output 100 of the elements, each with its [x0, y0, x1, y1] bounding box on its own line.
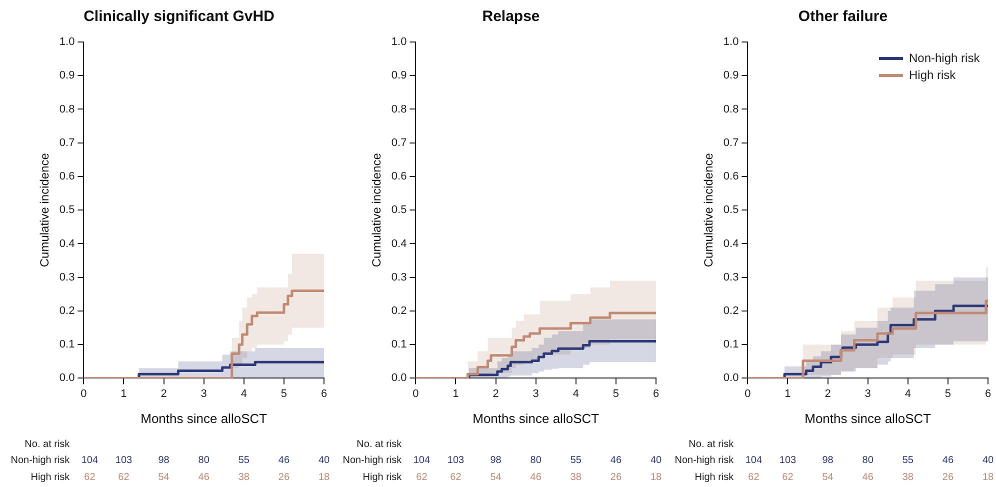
- y-tick-label: 0.7: [59, 136, 75, 149]
- text: 55: [238, 454, 250, 466]
- text: High risk: [694, 472, 735, 483]
- x-tick-label: 3: [532, 388, 539, 400]
- text: 18: [982, 472, 994, 483]
- y-tick-label: 0.6: [723, 170, 739, 183]
- text: 40: [318, 454, 330, 466]
- x-tick-label: 5: [944, 388, 952, 400]
- y-tick-label: 1.0: [59, 36, 75, 48]
- text: 103: [447, 454, 465, 466]
- text: 62: [748, 472, 760, 483]
- y-tick-label: 0.7: [723, 136, 739, 149]
- text: Non-high risk: [674, 454, 735, 466]
- y-tick-label: 0.1: [723, 338, 739, 351]
- x-axis-title: Months since alloSCT: [140, 410, 268, 426]
- text: 46: [278, 454, 290, 466]
- text: 98: [158, 454, 170, 466]
- y-tick-label: 0.9: [59, 70, 75, 82]
- chart-title: Clinically significant GvHD: [84, 8, 275, 26]
- y-axis-title: Cumulative incidence: [38, 152, 52, 268]
- x-tick-label: 2: [824, 388, 831, 400]
- text: 46: [198, 472, 210, 483]
- y-tick-label: 0.4: [723, 238, 739, 250]
- text: 40: [650, 454, 662, 466]
- x-tick-label: 0: [80, 388, 87, 400]
- legend-label: High risk: [909, 67, 956, 84]
- text: 62: [782, 472, 794, 483]
- text: 62: [416, 472, 428, 483]
- legend-label: Non-high risk: [909, 50, 980, 67]
- y-tick-label: 0.0: [723, 372, 739, 384]
- y-tick-label: 1.0: [391, 36, 407, 48]
- text: 103: [779, 454, 797, 466]
- x-tick-label: 4: [572, 388, 579, 400]
- y-tick-label: 0.9: [723, 70, 739, 82]
- x-axis-title: Months since alloSCT: [804, 410, 932, 426]
- y-tick-label: 0.0: [59, 372, 75, 384]
- y-tick-label: 0.5: [391, 204, 407, 216]
- text: 62: [118, 472, 130, 483]
- x-tick-label: 6: [320, 388, 328, 400]
- y-tick-label: 0.0: [391, 372, 407, 384]
- x-tick-label: 6: [652, 388, 660, 400]
- text: 98: [822, 454, 834, 466]
- x-tick-label: 4: [240, 388, 247, 400]
- x-axis-title: Months since alloSCT: [472, 410, 600, 426]
- text: No. at risk: [24, 438, 71, 450]
- text: 80: [198, 454, 210, 466]
- y-tick-label: 0.9: [391, 70, 407, 82]
- text: 38: [902, 472, 914, 483]
- text: 54: [822, 472, 834, 483]
- text: 26: [610, 472, 622, 483]
- x-tick-label: 1: [452, 388, 459, 400]
- text: High risk: [30, 472, 71, 483]
- text: 62: [450, 472, 462, 483]
- x-tick-label: 2: [160, 388, 167, 400]
- text: 46: [862, 472, 874, 483]
- y-tick-label: 0.3: [723, 271, 739, 284]
- y-tick-label: 0.4: [391, 238, 407, 250]
- text: 26: [942, 472, 954, 483]
- text: 46: [530, 472, 542, 483]
- y-tick-label: 0.2: [723, 304, 739, 317]
- y-tick-label: 0.1: [391, 338, 407, 351]
- text: No. at risk: [688, 438, 735, 450]
- x-tick-label: 0: [744, 388, 751, 400]
- y-tick-label: 0.7: [391, 136, 407, 149]
- y-axis-title: Cumulative incidence: [702, 152, 716, 268]
- text: 104: [745, 454, 762, 466]
- y-tick-label: 1.0: [723, 36, 739, 48]
- text: No. at risk: [356, 438, 403, 450]
- x-tick-label: 5: [612, 388, 620, 400]
- y-tick-label: 0.5: [723, 204, 739, 216]
- text: Non-high risk: [342, 454, 403, 466]
- x-tick-label: 5: [280, 388, 288, 400]
- x-tick-label: 0: [412, 388, 419, 400]
- text: 98: [490, 454, 502, 466]
- x-tick-label: 6: [984, 388, 992, 400]
- chart-title: Relapse: [482, 8, 540, 26]
- text: 62: [84, 472, 96, 483]
- x-tick-label: 3: [200, 388, 207, 400]
- y-tick-label: 0.3: [391, 271, 407, 284]
- y-tick-label: 0.3: [59, 271, 75, 284]
- text: 46: [610, 454, 622, 466]
- text: 46: [942, 454, 954, 466]
- text: 54: [490, 472, 502, 483]
- text: 104: [81, 454, 98, 466]
- y-tick-label: 0.2: [59, 304, 75, 317]
- text: 80: [862, 454, 874, 466]
- text: 55: [570, 454, 582, 466]
- y-tick-label: 0.1: [59, 338, 75, 351]
- text: 54: [158, 472, 170, 483]
- y-axis-title: Cumulative incidence: [370, 152, 384, 268]
- y-tick-label: 0.4: [59, 238, 75, 250]
- text: 38: [238, 472, 250, 483]
- y-tick-label: 0.8: [59, 103, 75, 116]
- text: 40: [982, 454, 994, 466]
- y-tick-label: 0.6: [391, 170, 407, 183]
- text: High risk: [362, 472, 403, 483]
- x-tick-label: 1: [120, 388, 127, 400]
- x-tick-label: 3: [864, 388, 871, 400]
- x-tick-label: 1: [784, 388, 791, 400]
- y-tick-label: 0.2: [391, 304, 407, 317]
